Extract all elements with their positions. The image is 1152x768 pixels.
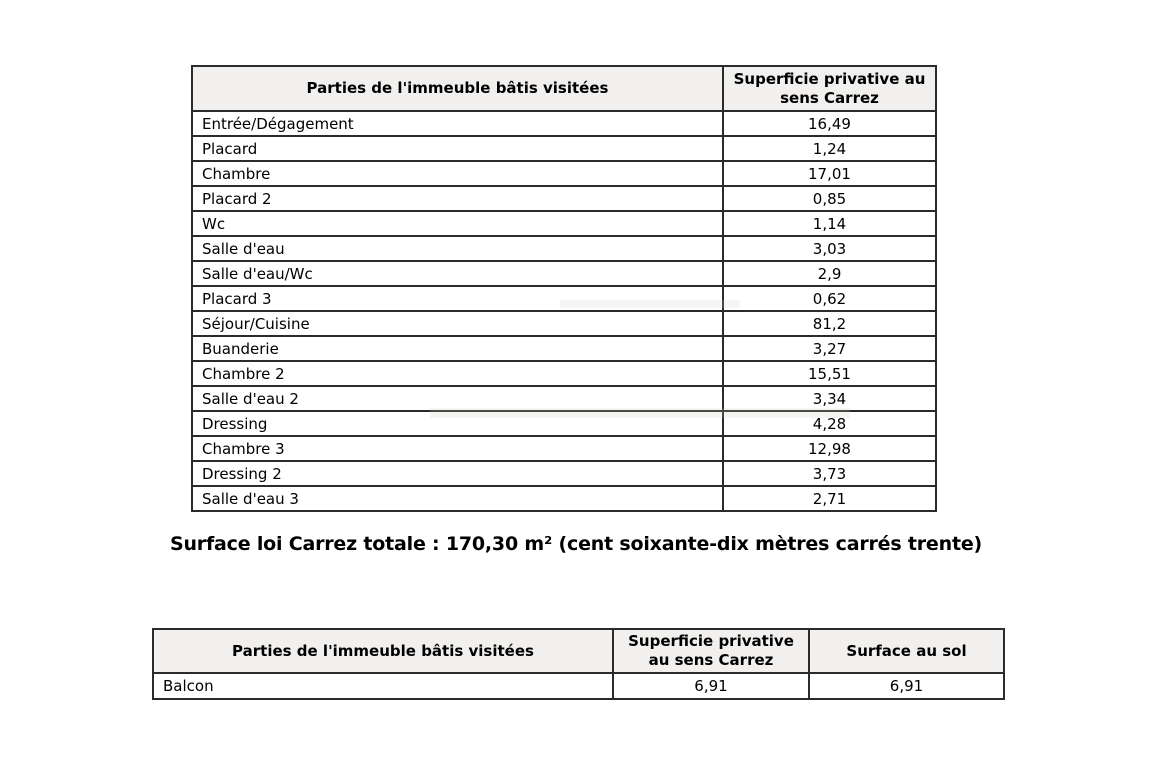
table-cell: 0,62 — [722, 285, 937, 312]
table-cell: 16,49 — [722, 110, 937, 137]
table-row: Dressing 2 3,73 — [191, 460, 937, 487]
total-surface-line: Surface loi Carrez totale : 170,30 m² (c… — [170, 533, 982, 555]
table-cell: 15,51 — [722, 360, 937, 387]
table-cell: Wc — [191, 210, 724, 237]
table-cell: Dressing — [191, 410, 724, 437]
table-header: Parties de l'immeuble bâtis visitées Sup… — [152, 628, 1005, 674]
table-body: Balcon 6,91 6,91 — [152, 672, 1005, 700]
table-row: Chambre 17,01 — [191, 160, 937, 187]
table-cell: 3,34 — [722, 385, 937, 412]
table-row: Dressing 4,28 — [191, 410, 937, 437]
table-cell: 3,27 — [722, 335, 937, 362]
column-header-parties: Parties de l'immeuble bâtis visitées — [152, 628, 614, 674]
table-row: Placard 1,24 — [191, 135, 937, 162]
table-cell: Salle d'eau 2 — [191, 385, 724, 412]
annex-surfaces-table: Parties de l'immeuble bâtis visitées Sup… — [152, 628, 1005, 700]
table-cell: 6,91 — [612, 672, 810, 700]
column-header-parties: Parties de l'immeuble bâtis visitées — [191, 65, 724, 112]
column-header-superficie-carrez: Superficie privative au sens Carrez — [612, 628, 810, 674]
table-cell: Dressing 2 — [191, 460, 724, 487]
table-cell: 1,24 — [722, 135, 937, 162]
table-header: Parties de l'immeuble bâtis visitées Sup… — [191, 65, 937, 112]
column-header-surface-au-sol: Surface au sol — [808, 628, 1005, 674]
table-row: Placard 2 0,85 — [191, 185, 937, 212]
table-cell: 0,85 — [722, 185, 937, 212]
table-cell: Chambre 3 — [191, 435, 724, 462]
table-row: Chambre 2 15,51 — [191, 360, 937, 387]
table-cell: Chambre 2 — [191, 360, 724, 387]
table-cell: Salle d'eau — [191, 235, 724, 262]
carrez-surfaces-table: Parties de l'immeuble bâtis visitées Sup… — [191, 65, 937, 512]
table-row: Balcon 6,91 6,91 — [152, 672, 1005, 700]
table-cell: Placard — [191, 135, 724, 162]
table-cell: 2,71 — [722, 485, 937, 512]
table-row: Wc 1,14 — [191, 210, 937, 237]
table-row: Buanderie 3,27 — [191, 335, 937, 362]
table-cell: Buanderie — [191, 335, 724, 362]
table-cell: 3,73 — [722, 460, 937, 487]
table-cell: Placard 2 — [191, 185, 724, 212]
table-row: Chambre 3 12,98 — [191, 435, 937, 462]
table-cell: Chambre — [191, 160, 724, 187]
table-header-row: Parties de l'immeuble bâtis visitées Sup… — [191, 65, 937, 112]
table-cell: 81,2 — [722, 310, 937, 337]
table-cell: Salle d'eau/Wc — [191, 260, 724, 287]
table-header-row: Parties de l'immeuble bâtis visitées Sup… — [152, 628, 1005, 674]
table-row: Entrée/Dégagement 16,49 — [191, 110, 937, 137]
table-cell: 17,01 — [722, 160, 937, 187]
table-row: Salle d'eau 2 3,34 — [191, 385, 937, 412]
table-cell: 1,14 — [722, 210, 937, 237]
table-cell: 3,03 — [722, 235, 937, 262]
table-row: Placard 3 0,62 — [191, 285, 937, 312]
table-row: Séjour/Cuisine 81,2 — [191, 310, 937, 337]
table-cell: Séjour/Cuisine — [191, 310, 724, 337]
table-cell: Salle d'eau 3 — [191, 485, 724, 512]
table-row: Salle d'eau 3 2,71 — [191, 485, 937, 512]
table-cell: 4,28 — [722, 410, 937, 437]
table-row: Salle d'eau 3,03 — [191, 235, 937, 262]
table-cell: Placard 3 — [191, 285, 724, 312]
column-header-superficie-carrez: Superficie privative au sens Carrez — [722, 65, 937, 112]
table-cell: 6,91 — [808, 672, 1005, 700]
table-cell: 12,98 — [722, 435, 937, 462]
table-cell: Balcon — [152, 672, 614, 700]
table-row: Salle d'eau/Wc 2,9 — [191, 260, 937, 287]
table-body: Entrée/Dégagement 16,49 Placard 1,24 Chambre… — [191, 110, 937, 512]
table-cell: 2,9 — [722, 260, 937, 287]
table-cell: Entrée/Dégagement — [191, 110, 724, 137]
